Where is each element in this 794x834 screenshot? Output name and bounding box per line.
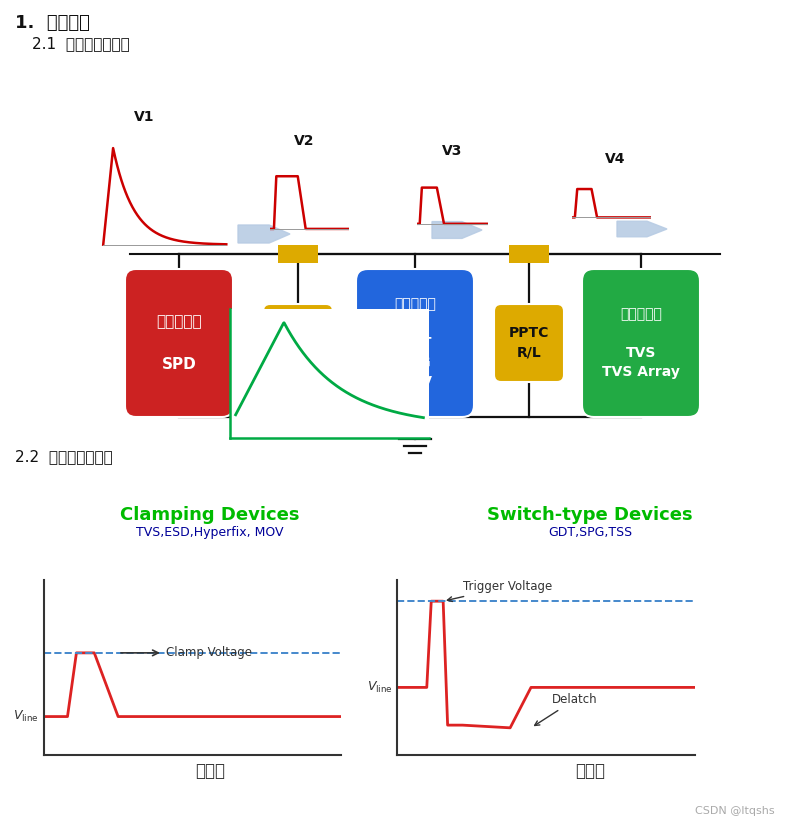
Text: $V_{\mathrm{line}}$: $V_{\mathrm{line}}$ (367, 680, 392, 695)
Text: V2: V2 (294, 133, 314, 148)
Text: 第二级保护
TVS
GDT
SPG
MOV: 第二级保护 TVS GDT SPG MOV (394, 297, 436, 389)
Text: 开关型: 开关型 (575, 762, 605, 780)
Text: PPTC
R/L: PPTC R/L (278, 326, 318, 359)
Text: $V_{\mathrm{line}}$: $V_{\mathrm{line}}$ (13, 709, 39, 724)
Text: V3: V3 (441, 144, 462, 158)
Bar (509, 245, 549, 263)
Polygon shape (238, 225, 290, 243)
Text: 2.1  按照所处位置分: 2.1 按照所处位置分 (32, 36, 129, 51)
Polygon shape (432, 222, 482, 239)
Text: V1: V1 (134, 110, 155, 123)
Text: Trigger Voltage: Trigger Voltage (447, 580, 552, 601)
FancyBboxPatch shape (125, 269, 233, 417)
Text: 第三级保护

TVS
TVS Array: 第三级保护 TVS TVS Array (602, 307, 680, 379)
FancyBboxPatch shape (263, 304, 333, 382)
Text: Clamping Devices: Clamping Devices (120, 506, 300, 524)
Text: CSDN @ltqshs: CSDN @ltqshs (696, 806, 775, 816)
Polygon shape (617, 221, 667, 237)
Text: V4: V4 (605, 152, 626, 166)
Text: PPTC
R/L: PPTC R/L (509, 326, 549, 359)
Text: 箱位型: 箱位型 (195, 762, 225, 780)
Text: Clamp Voltage: Clamp Voltage (166, 646, 252, 660)
Text: Switch-type Devices: Switch-type Devices (488, 506, 693, 524)
Text: GDT,SPG,TSS: GDT,SPG,TSS (548, 526, 632, 539)
FancyBboxPatch shape (356, 269, 474, 417)
Text: 1.  产品分类: 1. 产品分类 (15, 14, 90, 32)
Bar (278, 245, 318, 263)
FancyBboxPatch shape (582, 269, 700, 417)
Text: 2.2  按照限压特性分: 2.2 按照限压特性分 (15, 449, 113, 464)
FancyBboxPatch shape (494, 304, 564, 382)
Text: 第一级保护

SPD: 第一级保护 SPD (156, 314, 202, 371)
Text: Delatch: Delatch (534, 693, 597, 726)
Text: TVS,ESD,Hyperfix, MOV: TVS,ESD,Hyperfix, MOV (137, 526, 283, 539)
